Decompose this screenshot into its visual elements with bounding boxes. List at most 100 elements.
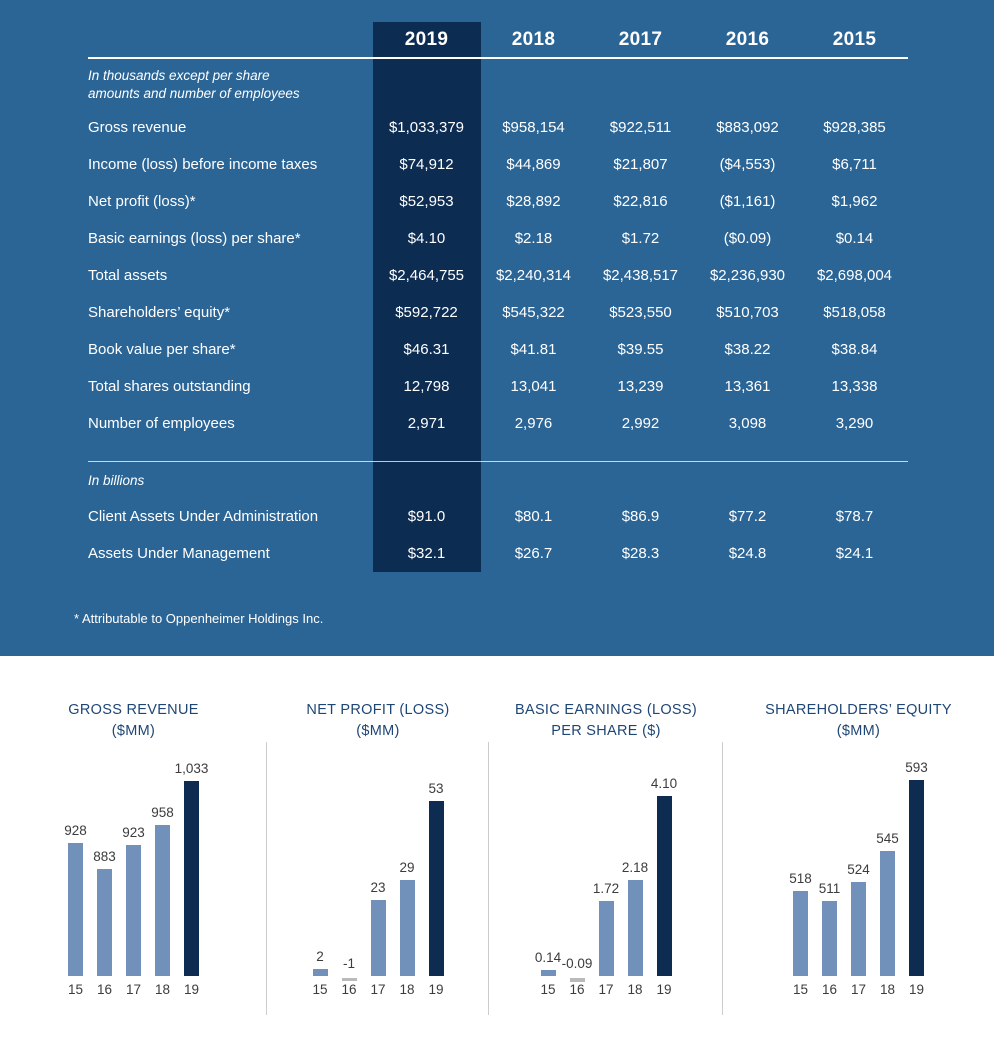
bar-column: -1	[335, 751, 364, 982]
chart-title-line1: GROSS REVENUE	[68, 702, 199, 718]
x-tick-label: 16	[821, 982, 838, 998]
year-header: 2016	[725, 28, 770, 50]
year-header: 2018	[511, 28, 556, 50]
bar	[880, 850, 895, 977]
x-tick-label: 15	[792, 982, 809, 998]
bar-column: 1,033	[175, 751, 208, 977]
chart-title: BASIC EARNINGS (LOSS) PER SHARE ($)	[515, 700, 697, 742]
value-cell: $80.1	[514, 508, 553, 525]
bar-column: 4.10	[650, 751, 679, 977]
bar-column: 511	[815, 751, 844, 977]
bar-value-label: 511	[818, 880, 841, 896]
value-cell: 13,361	[724, 378, 771, 395]
chart-title-line1: SHAREHOLDERS’ EQUITY	[765, 702, 952, 718]
value-cell: $21,807	[613, 156, 668, 173]
value-cell: $28.3	[621, 545, 660, 562]
chart-plot: 928 883 923 958 1,033	[61, 751, 208, 977]
value-cell: $545,322	[502, 304, 565, 321]
value-cell: $38.84	[831, 341, 878, 358]
bar-value-label: -0.09	[561, 956, 593, 972]
bar-column: 0.14	[534, 751, 563, 977]
bar	[68, 842, 83, 977]
x-axis-ticks: 15 16 17 18 19	[786, 982, 931, 997]
bar-value-label: 23	[370, 880, 386, 896]
units-note: In thousands except per share amounts and…	[88, 59, 373, 103]
x-axis-ticks: 15 16 17 18 19	[534, 982, 679, 997]
value-cell: $2,438,517	[602, 267, 679, 284]
table-row: 2019 2018 2017 2016 2015	[88, 22, 908, 57]
value-cell: $928,385	[823, 119, 886, 136]
chart-title-line1: NET PROFIT (LOSS)	[306, 702, 450, 718]
value-cell: ($1,161)	[719, 193, 776, 210]
bar	[399, 880, 415, 977]
bar-value-label: 2	[316, 949, 324, 965]
bar-column: 2.18	[621, 751, 650, 977]
row-label: Total shares outstanding	[88, 378, 251, 395]
value-cell: 13,041	[510, 378, 557, 395]
table-row: Assets Under Management $32.1 $26.7 $28.3 $2…	[88, 535, 908, 572]
table-row: Gross revenue $1,033,379 $958,154 $922,511 $…	[88, 109, 908, 146]
value-cell: 3,290	[835, 415, 874, 432]
row-label: Gross revenue	[88, 119, 187, 136]
bar	[540, 969, 556, 977]
units-note-line2: amounts and number of employees	[88, 86, 300, 102]
chart-title: SHAREHOLDERS’ EQUITY ($MM)	[765, 700, 952, 742]
table-row: Total shares outstanding 12,798 13,041 13,2…	[88, 368, 908, 405]
header-rule	[88, 57, 908, 59]
bar	[370, 900, 386, 977]
value-cell: $44,869	[506, 156, 561, 173]
value-cell: $22,816	[613, 193, 668, 210]
value-cell: $6,711	[832, 156, 877, 173]
year-header: 2019	[404, 28, 449, 50]
chart-divider	[266, 742, 267, 1015]
bar-value-label: 2.18	[621, 860, 649, 876]
year-header: 2017	[618, 28, 663, 50]
table-row: Client Assets Under Administration $91.0 $…	[88, 498, 908, 535]
chart-plot: 2 -1 23 29 53	[306, 751, 451, 982]
bar	[909, 780, 924, 977]
value-cell: $2,464,755	[388, 267, 465, 284]
x-tick-label: 15	[540, 982, 556, 998]
row-label: Basic earnings (loss) per share*	[88, 230, 301, 247]
value-cell: $46.31	[403, 341, 450, 358]
bar	[851, 881, 866, 977]
bar	[126, 845, 141, 977]
value-cell: $41.81	[510, 341, 557, 358]
bar-value-label: 1,033	[174, 761, 209, 777]
x-tick-label: 15	[67, 982, 84, 998]
bar	[656, 796, 672, 977]
value-cell: $4.10	[407, 230, 446, 247]
x-tick-label: 19	[656, 982, 672, 998]
bar	[627, 880, 643, 977]
chart-divider	[722, 742, 723, 1015]
value-cell: $28,892	[506, 193, 561, 210]
chart-title-line2: ($MM)	[111, 723, 156, 740]
chart-title-line2: ($MM)	[356, 723, 400, 740]
value-cell: $2.18	[514, 230, 553, 247]
value-cell: $24.1	[835, 545, 874, 562]
value-cell: $958,154	[502, 119, 565, 136]
bar-column: 524	[844, 751, 873, 977]
chart-2: NET PROFIT (LOSS) ($MM) 2 -1 23 29 53 15 16 17 18 1…	[267, 656, 489, 1046]
bar-value-label: 4.10	[650, 776, 678, 792]
bar	[312, 969, 328, 977]
bar	[97, 868, 112, 977]
value-cell: $2,240,314	[495, 267, 572, 284]
value-cell: $1,962	[831, 193, 878, 210]
table-row: Number of employees 2,971 2,976 2,992 3,098 3…	[88, 405, 908, 442]
table-row: Book value per share* $46.31 $41.81 $39.55 $…	[88, 331, 908, 368]
value-cell: 3,098	[728, 415, 767, 432]
value-cell: $510,703	[716, 304, 779, 321]
value-cell: 2,971	[407, 415, 446, 432]
bar-value-label: 593	[905, 760, 928, 776]
bar-column: 883	[90, 751, 119, 977]
bar-value-label: 883	[93, 848, 116, 864]
bar-column: 1.72	[592, 751, 621, 977]
x-tick-label: 19	[183, 982, 200, 998]
value-cell: $32.1	[407, 545, 446, 562]
x-tick-label: 16	[569, 982, 585, 998]
bar-column: -0.09	[562, 751, 592, 983]
x-axis-ticks: 15 16 17 18 19	[61, 982, 206, 997]
x-tick-label: 17	[125, 982, 142, 998]
row-label: Assets Under Management	[88, 545, 270, 562]
